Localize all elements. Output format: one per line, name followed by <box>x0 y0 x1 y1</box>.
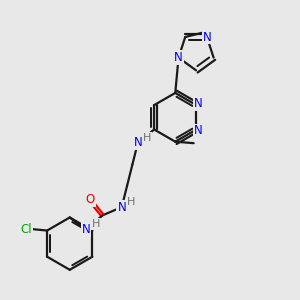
Text: Cl: Cl <box>20 223 32 236</box>
Text: N: N <box>134 136 142 149</box>
Text: H: H <box>143 133 152 142</box>
Text: N: N <box>82 223 91 236</box>
Text: H: H <box>92 219 100 229</box>
Text: N: N <box>194 97 202 110</box>
Text: N: N <box>202 31 211 44</box>
Text: N: N <box>117 201 126 214</box>
Text: N: N <box>174 51 183 64</box>
Text: H: H <box>127 197 136 207</box>
Text: N: N <box>194 124 202 137</box>
Text: O: O <box>85 193 94 206</box>
